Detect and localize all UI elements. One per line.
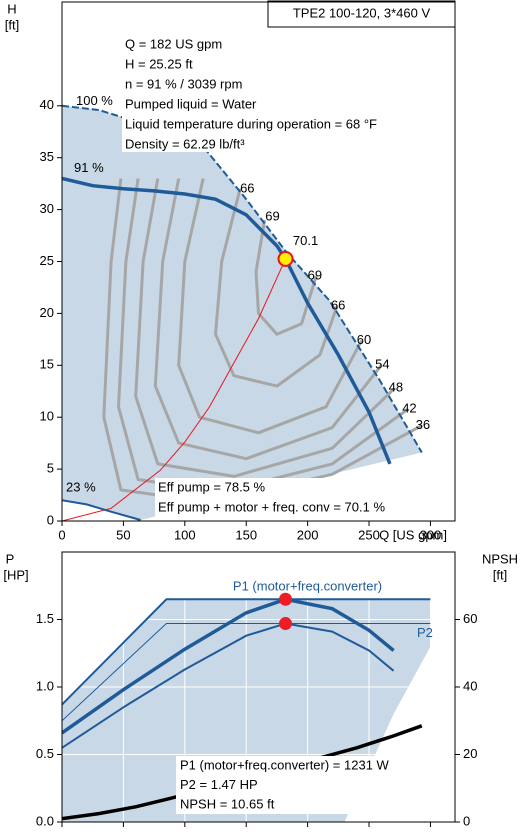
efficiency-contour <box>102 178 423 504</box>
y2-axis-label: NPSH <box>482 551 518 566</box>
y-tick-label: 1.5 <box>36 611 54 626</box>
info-line: Pumped liquid = Water <box>125 96 257 111</box>
note-box <box>155 478 455 518</box>
x-tick-label: 300 <box>420 527 442 542</box>
curve-label: 23 % <box>66 480 96 495</box>
x-tick-label: 0 <box>58 527 65 542</box>
x-tick-label: 50 <box>116 527 130 542</box>
contour-label: 42 <box>402 400 416 415</box>
y-axis-label: [HP] <box>3 567 28 582</box>
efficiency-contour <box>153 178 383 461</box>
info-box <box>176 756 454 814</box>
contour-label: 36 <box>416 417 430 432</box>
x-tick-label: 150 <box>235 527 257 542</box>
y-tick-label: 40 <box>40 97 54 112</box>
y2-tick-label: 40 <box>463 678 477 693</box>
info-line: Liquid temperature during operation = 68… <box>125 116 377 131</box>
info-line: NPSH = 10.65 ft <box>180 796 275 811</box>
y2-tick-label: 0 <box>463 813 470 828</box>
pump-curve <box>62 176 392 465</box>
y-tick-label: 0 <box>47 512 54 527</box>
contour-label: 48 <box>389 380 403 395</box>
y-axis-label: [ft] <box>5 17 19 32</box>
efficiency-contour <box>177 178 364 435</box>
info-line: P1 (motor+freq.converter) = 1231 W <box>180 757 390 772</box>
operating-point <box>279 617 293 631</box>
info-line: Density = 62.29 lb/ft³ <box>125 136 245 151</box>
info-line: Q = 182 US gpm <box>125 36 222 51</box>
curve-label: P1 (motor+freq.converter) <box>233 579 382 594</box>
power-curve <box>62 622 395 749</box>
efficiency-contour <box>214 188 339 388</box>
y-tick-label: 0.0 <box>36 813 54 828</box>
curve-label: 100 % <box>76 93 113 108</box>
x-tick-label: 250 <box>358 527 380 542</box>
operating-point <box>279 592 293 606</box>
contour-label: 70.1 <box>293 233 318 248</box>
contour-label: 54 <box>375 357 389 372</box>
efficiency-contour <box>254 219 318 336</box>
y-tick-label: 5 <box>47 461 54 476</box>
y-axis-label: H <box>7 1 16 16</box>
efficiency-contour <box>117 178 410 494</box>
power-limit <box>62 598 431 706</box>
y-tick-label: 15 <box>40 357 54 372</box>
note-line: Eff pump = 78.5 % <box>158 479 266 494</box>
power-curve <box>62 597 395 735</box>
info-line: H = 25.25 ft <box>125 56 193 71</box>
y2-axis-label: [ft] <box>493 567 507 582</box>
y-tick-label: 25 <box>40 253 54 268</box>
title-box <box>267 0 456 28</box>
x-tick-label: 200 <box>297 527 319 542</box>
y-tick-label: 10 <box>40 409 54 424</box>
chart-title: TPE2 100-120, 3*460 V <box>293 5 431 20</box>
efficiency-contour <box>134 178 396 478</box>
contour-label: 69 <box>308 267 322 282</box>
pump-curve <box>62 104 423 454</box>
y-tick-label: 20 <box>40 305 54 320</box>
x-tick-label: 100 <box>174 527 196 542</box>
info-line: n = 91 % / 3039 rpm <box>125 76 242 91</box>
contour-label: 60 <box>357 332 371 347</box>
y-tick-label: 30 <box>40 201 54 216</box>
pump-curve <box>62 499 141 521</box>
y-axis-label: P <box>6 551 15 566</box>
plot <box>62 104 423 521</box>
note-line: Eff pump + motor + freq. conv = 70.1 % <box>158 499 385 514</box>
operating-point <box>277 250 294 267</box>
curve-label: P2 <box>417 625 433 640</box>
info-box <box>122 34 381 152</box>
y-tick-label: 1.0 <box>36 678 54 693</box>
contour-label: 66 <box>331 298 345 313</box>
x-axis-label: Q [US gpm] <box>379 527 447 542</box>
system-curve <box>62 258 286 521</box>
y-tick-label: 35 <box>40 149 54 164</box>
info-line: P2 = 1.47 HP <box>180 777 258 792</box>
y2-tick-label: 20 <box>463 746 477 761</box>
plot-frame <box>61 1 456 522</box>
power-limit <box>62 623 431 722</box>
plot-frame <box>61 551 456 823</box>
contour-label: 69 <box>265 208 279 223</box>
y2-tick-label: 60 <box>463 611 477 626</box>
contour-label: 66 <box>240 180 254 195</box>
y-tick-label: 0.5 <box>36 746 54 761</box>
curve-label: 91 % <box>74 160 104 175</box>
